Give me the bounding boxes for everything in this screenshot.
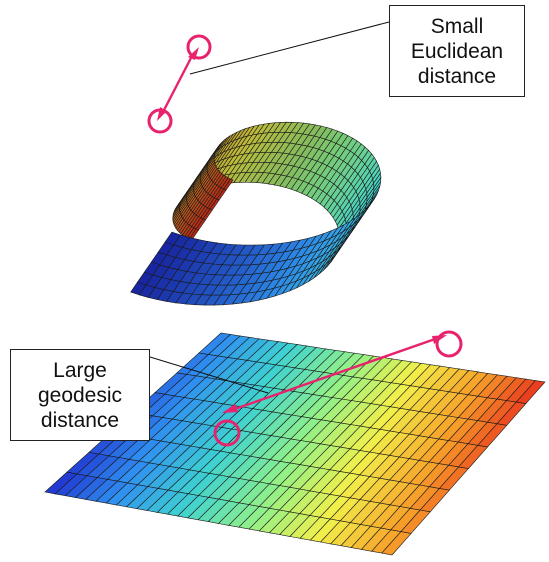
roll-mesh-cell (223, 178, 234, 191)
euclidean-distance-callout: Small Euclidean distance (389, 5, 525, 97)
geodesic-point-b-marker (435, 330, 463, 358)
euclidean-callout-line-2: Euclidean (410, 39, 504, 63)
callout-top-leader (189, 21, 390, 75)
euclidean-callout-line-1: Small (430, 14, 484, 38)
euclidean-point-a-marker (186, 34, 212, 60)
swiss-roll-surface (130, 121, 382, 306)
strip-mesh-cell (515, 380, 546, 404)
geodesic-distance-callout: Large geodesic distance (10, 349, 150, 441)
euclidean-callout-line-3: distance (417, 64, 497, 88)
geodesic-callout-line-2: geodesic (37, 383, 123, 407)
geodesic-callout-line-1: Large (53, 358, 107, 382)
roll-mesh-cell (238, 244, 256, 256)
geodesic-point-a-marker (213, 419, 241, 447)
geodesic-callout-line-3: distance (40, 408, 120, 432)
unrolled-strip-surface (44, 332, 546, 556)
euclidean-point-b-marker (147, 108, 173, 134)
callout-bottom-leader (149, 356, 269, 394)
